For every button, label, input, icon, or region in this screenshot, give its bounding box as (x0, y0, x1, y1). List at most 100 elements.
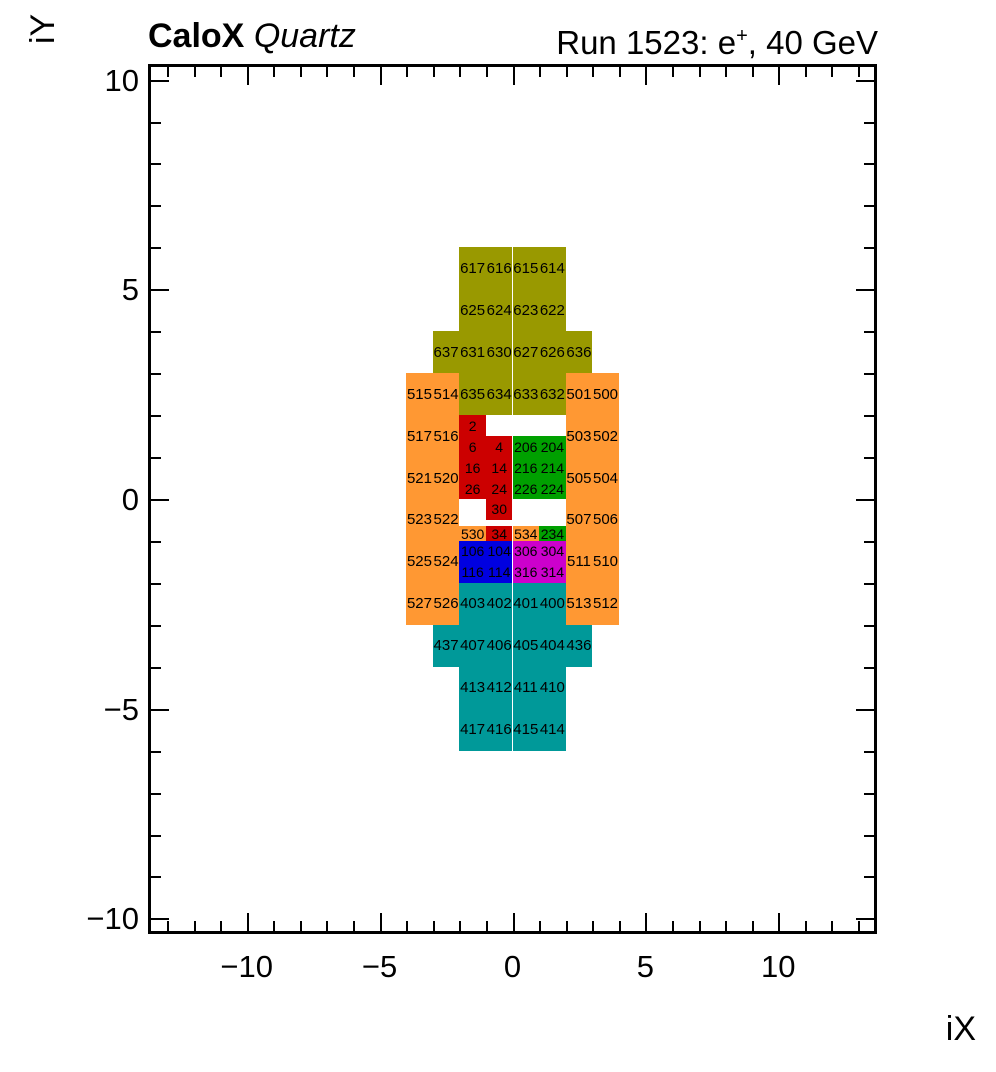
calo-cell: 34 (485, 526, 513, 541)
calo-cell-label: 104 (487, 543, 511, 560)
y-tick-label: 0 (121, 482, 139, 517)
calo-cell: 2 (459, 415, 486, 437)
calo-cell: 24 (485, 478, 513, 499)
calo-cell: 525 (406, 540, 433, 583)
calo-cell: 514 (432, 373, 460, 416)
calo-cell: 615 (512, 247, 540, 290)
calo-cell: 224 (539, 478, 566, 499)
axis-tick (751, 921, 754, 931)
run-info: Run 1523: e+, 40 GeV (556, 14, 878, 65)
calo-cell-label: 506 (593, 511, 619, 529)
calo-cell: 116 (459, 561, 486, 583)
calo-cell: 417 (459, 708, 486, 751)
calo-cell-label: 34 (491, 526, 507, 541)
calo-cell: 527 (406, 582, 433, 625)
axis-tick (698, 67, 701, 77)
calo-cell-label: 411 (513, 679, 538, 697)
calo-cell: 411 (512, 666, 540, 709)
axis-tick (151, 373, 161, 376)
axis-tick (193, 921, 196, 931)
calo-cell: 507 (565, 499, 593, 541)
axis-tick (671, 921, 674, 931)
calo-cell-label: 234 (540, 526, 565, 541)
axis-tick (151, 834, 161, 837)
calo-cell-label: 633 (513, 385, 539, 403)
calo-cell: 506 (592, 499, 619, 541)
calo-cell: 510 (592, 540, 619, 583)
calo-cell: 515 (406, 373, 433, 416)
calo-cell: 405 (512, 624, 540, 667)
axis-tick (565, 67, 568, 77)
calo-cell: 634 (485, 373, 513, 416)
calo-cell-label: 204 (540, 438, 565, 455)
calo-cell: 524 (432, 540, 460, 583)
calo-cell-label: 636 (566, 343, 592, 361)
calo-cell-label: 405 (513, 637, 539, 655)
axis-tick (864, 331, 874, 334)
calo-cell: 622 (539, 289, 566, 332)
axis-tick (778, 913, 781, 931)
calo-cell-label: 624 (486, 301, 512, 319)
calo-cell: 214 (539, 457, 566, 479)
calo-cell-label: 414 (539, 721, 565, 739)
axis-tick (353, 67, 355, 77)
run-info-suffix: , 40 GeV (747, 24, 878, 61)
x-tick-label: −10 (220, 949, 273, 984)
calo-cell: 505 (565, 457, 593, 499)
calo-cell-label: 6 (468, 438, 477, 455)
axis-tick (151, 247, 161, 250)
calo-cell-label: 417 (460, 721, 486, 739)
axis-tick (864, 834, 874, 837)
calo-cell-label: 402 (486, 595, 512, 613)
cell-map-canvas: 617 616 615 614 625 624 623 622 637 631 630 627 626 6… (151, 67, 874, 931)
calo-cell: 521 (406, 457, 433, 499)
axis-tick (353, 921, 355, 931)
calo-cell-label: 522 (433, 511, 459, 529)
calo-cell-label: 24 (491, 480, 507, 497)
plot-frame: 617 616 615 614 625 624 623 622 637 631 630 627 626 6… (148, 64, 877, 934)
calo-cell: 636 (565, 331, 593, 374)
calo-cell: 316 (512, 561, 540, 583)
axis-tick (273, 67, 276, 77)
calo-cell: 511 (565, 540, 593, 583)
axis-tick (151, 624, 161, 627)
calo-cell-label: 30 (491, 501, 507, 518)
calo-cell: 633 (512, 373, 540, 416)
axis-tick (864, 373, 874, 376)
calo-cell-label: 401 (513, 595, 539, 613)
calo-cell-label: 416 (486, 721, 512, 739)
calo-cell-label: 530 (460, 526, 485, 541)
axis-tick (273, 921, 276, 931)
axis-tick (864, 247, 874, 250)
calo-cell: 517 (406, 415, 433, 458)
y-axis-title: iY (24, 13, 62, 44)
axis-tick (151, 792, 161, 795)
calo-cell-label: 525 (406, 553, 432, 571)
calo-cell-label: 14 (491, 459, 507, 476)
calo-cell-label: 304 (540, 543, 565, 560)
axis-tick (299, 67, 302, 77)
calo-cell-label: 415 (513, 721, 539, 739)
calo-cell: 415 (512, 708, 540, 751)
axis-tick (151, 289, 169, 292)
calo-cell: 30 (485, 499, 513, 520)
calo-cell-label: 407 (460, 637, 486, 655)
calo-cell: 226 (512, 478, 540, 499)
calo-cell-label: 534 (514, 526, 538, 541)
calo-cell: 412 (485, 666, 513, 709)
axis-tick (864, 750, 874, 753)
axis-tick (151, 163, 161, 166)
axis-tick (864, 415, 874, 418)
calo-cell: 623 (512, 289, 540, 332)
axis-tick (151, 708, 169, 711)
calo-cell-label: 507 (566, 511, 592, 529)
axis-tick (151, 499, 169, 501)
calo-cell: 512 (592, 582, 619, 625)
calo-cell-label: 106 (460, 543, 485, 560)
calo-cell-label: 502 (593, 427, 619, 445)
calo-cell-label: 226 (514, 480, 538, 497)
calo-cell: 437 (432, 624, 460, 667)
calo-cell-label: 510 (593, 553, 619, 571)
calo-cell: 402 (485, 582, 513, 625)
calo-cell: 624 (485, 289, 513, 332)
